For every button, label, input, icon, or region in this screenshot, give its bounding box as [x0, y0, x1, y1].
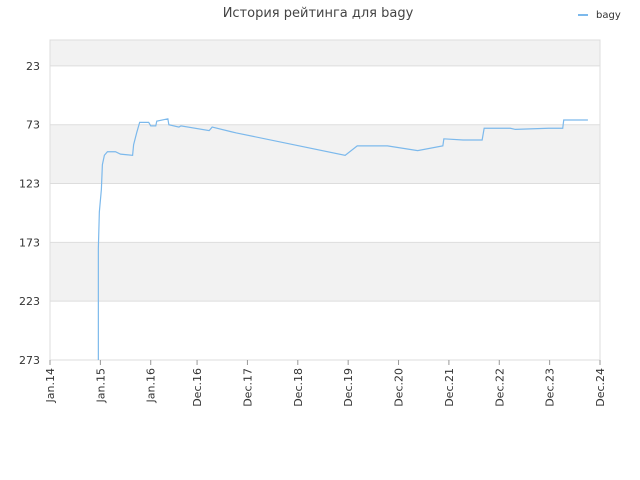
y-tick-label: 173: [19, 236, 40, 249]
x-tick-label: Dec.19: [342, 368, 355, 407]
y-tick-label: 73: [26, 119, 40, 132]
y-tick-label: 123: [19, 178, 40, 191]
y-tick-label: 23: [26, 60, 40, 73]
x-tick-label: Dec.21: [443, 368, 456, 407]
x-tick-label: Jan.15: [94, 368, 107, 403]
x-tick-label: Jan.16: [145, 368, 158, 403]
y-tick-label: 273: [19, 354, 40, 367]
y-tick-label: 223: [19, 295, 40, 308]
band: [50, 124, 600, 184]
x-tick-label: Dec.17: [241, 368, 254, 407]
x-tick-label: Dec.16: [191, 368, 204, 407]
x-tick-label: Dec.24: [594, 368, 607, 407]
x-tick-label: Jan.14: [44, 368, 57, 403]
x-tick-label: Dec.22: [493, 368, 506, 407]
band: [50, 40, 600, 66]
plot-border: [49, 39, 601, 361]
band: [50, 242, 600, 302]
legend-label: bagy: [596, 10, 621, 21]
chart-title: История рейтинга для bagy: [223, 6, 414, 21]
line: [97, 118, 588, 360]
x-tick-label: Dec.23: [544, 368, 557, 407]
x-tick-label: Dec.18: [292, 368, 305, 407]
x-tick-label: Dec.20: [393, 368, 406, 407]
